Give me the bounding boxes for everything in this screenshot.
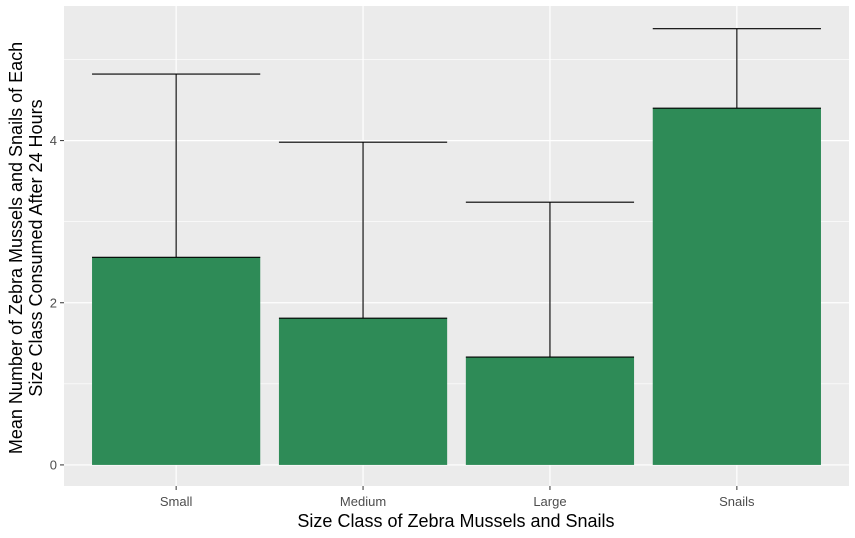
bar-small bbox=[92, 257, 261, 465]
error-bar-large bbox=[465, 201, 635, 358]
error-bar-small bbox=[92, 73, 261, 258]
y-tick-label: 4 bbox=[50, 133, 57, 148]
y-axis-title: Mean Number of Zebra Mussels and Snails … bbox=[6, 42, 46, 454]
y-tick-label: 0 bbox=[50, 457, 57, 472]
x-tick-label: Medium bbox=[340, 494, 386, 509]
y-axis-title-line-1: Mean Number of Zebra Mussels and Snails … bbox=[6, 42, 26, 454]
x-tick-label: Large bbox=[533, 494, 566, 509]
y-axis-title-line-2: Size Class Consumed After 24 Hours bbox=[26, 99, 46, 396]
x-axis-title: Size Class of Zebra Mussels and Snails bbox=[297, 511, 614, 531]
bar-snails bbox=[652, 108, 821, 465]
bar-large bbox=[465, 357, 635, 465]
error-bar-snails bbox=[652, 28, 821, 109]
bar-medium bbox=[278, 318, 448, 465]
x-tick-label: Small bbox=[160, 494, 193, 509]
y-axis: 0 2 4 bbox=[50, 133, 64, 472]
y-tick-label: 2 bbox=[50, 295, 57, 310]
error-bar-medium bbox=[278, 141, 448, 319]
bars bbox=[92, 108, 821, 465]
error-bars bbox=[92, 28, 821, 358]
x-tick-label: Snails bbox=[719, 494, 755, 509]
x-axis: Small Medium Large Snails bbox=[160, 486, 755, 509]
